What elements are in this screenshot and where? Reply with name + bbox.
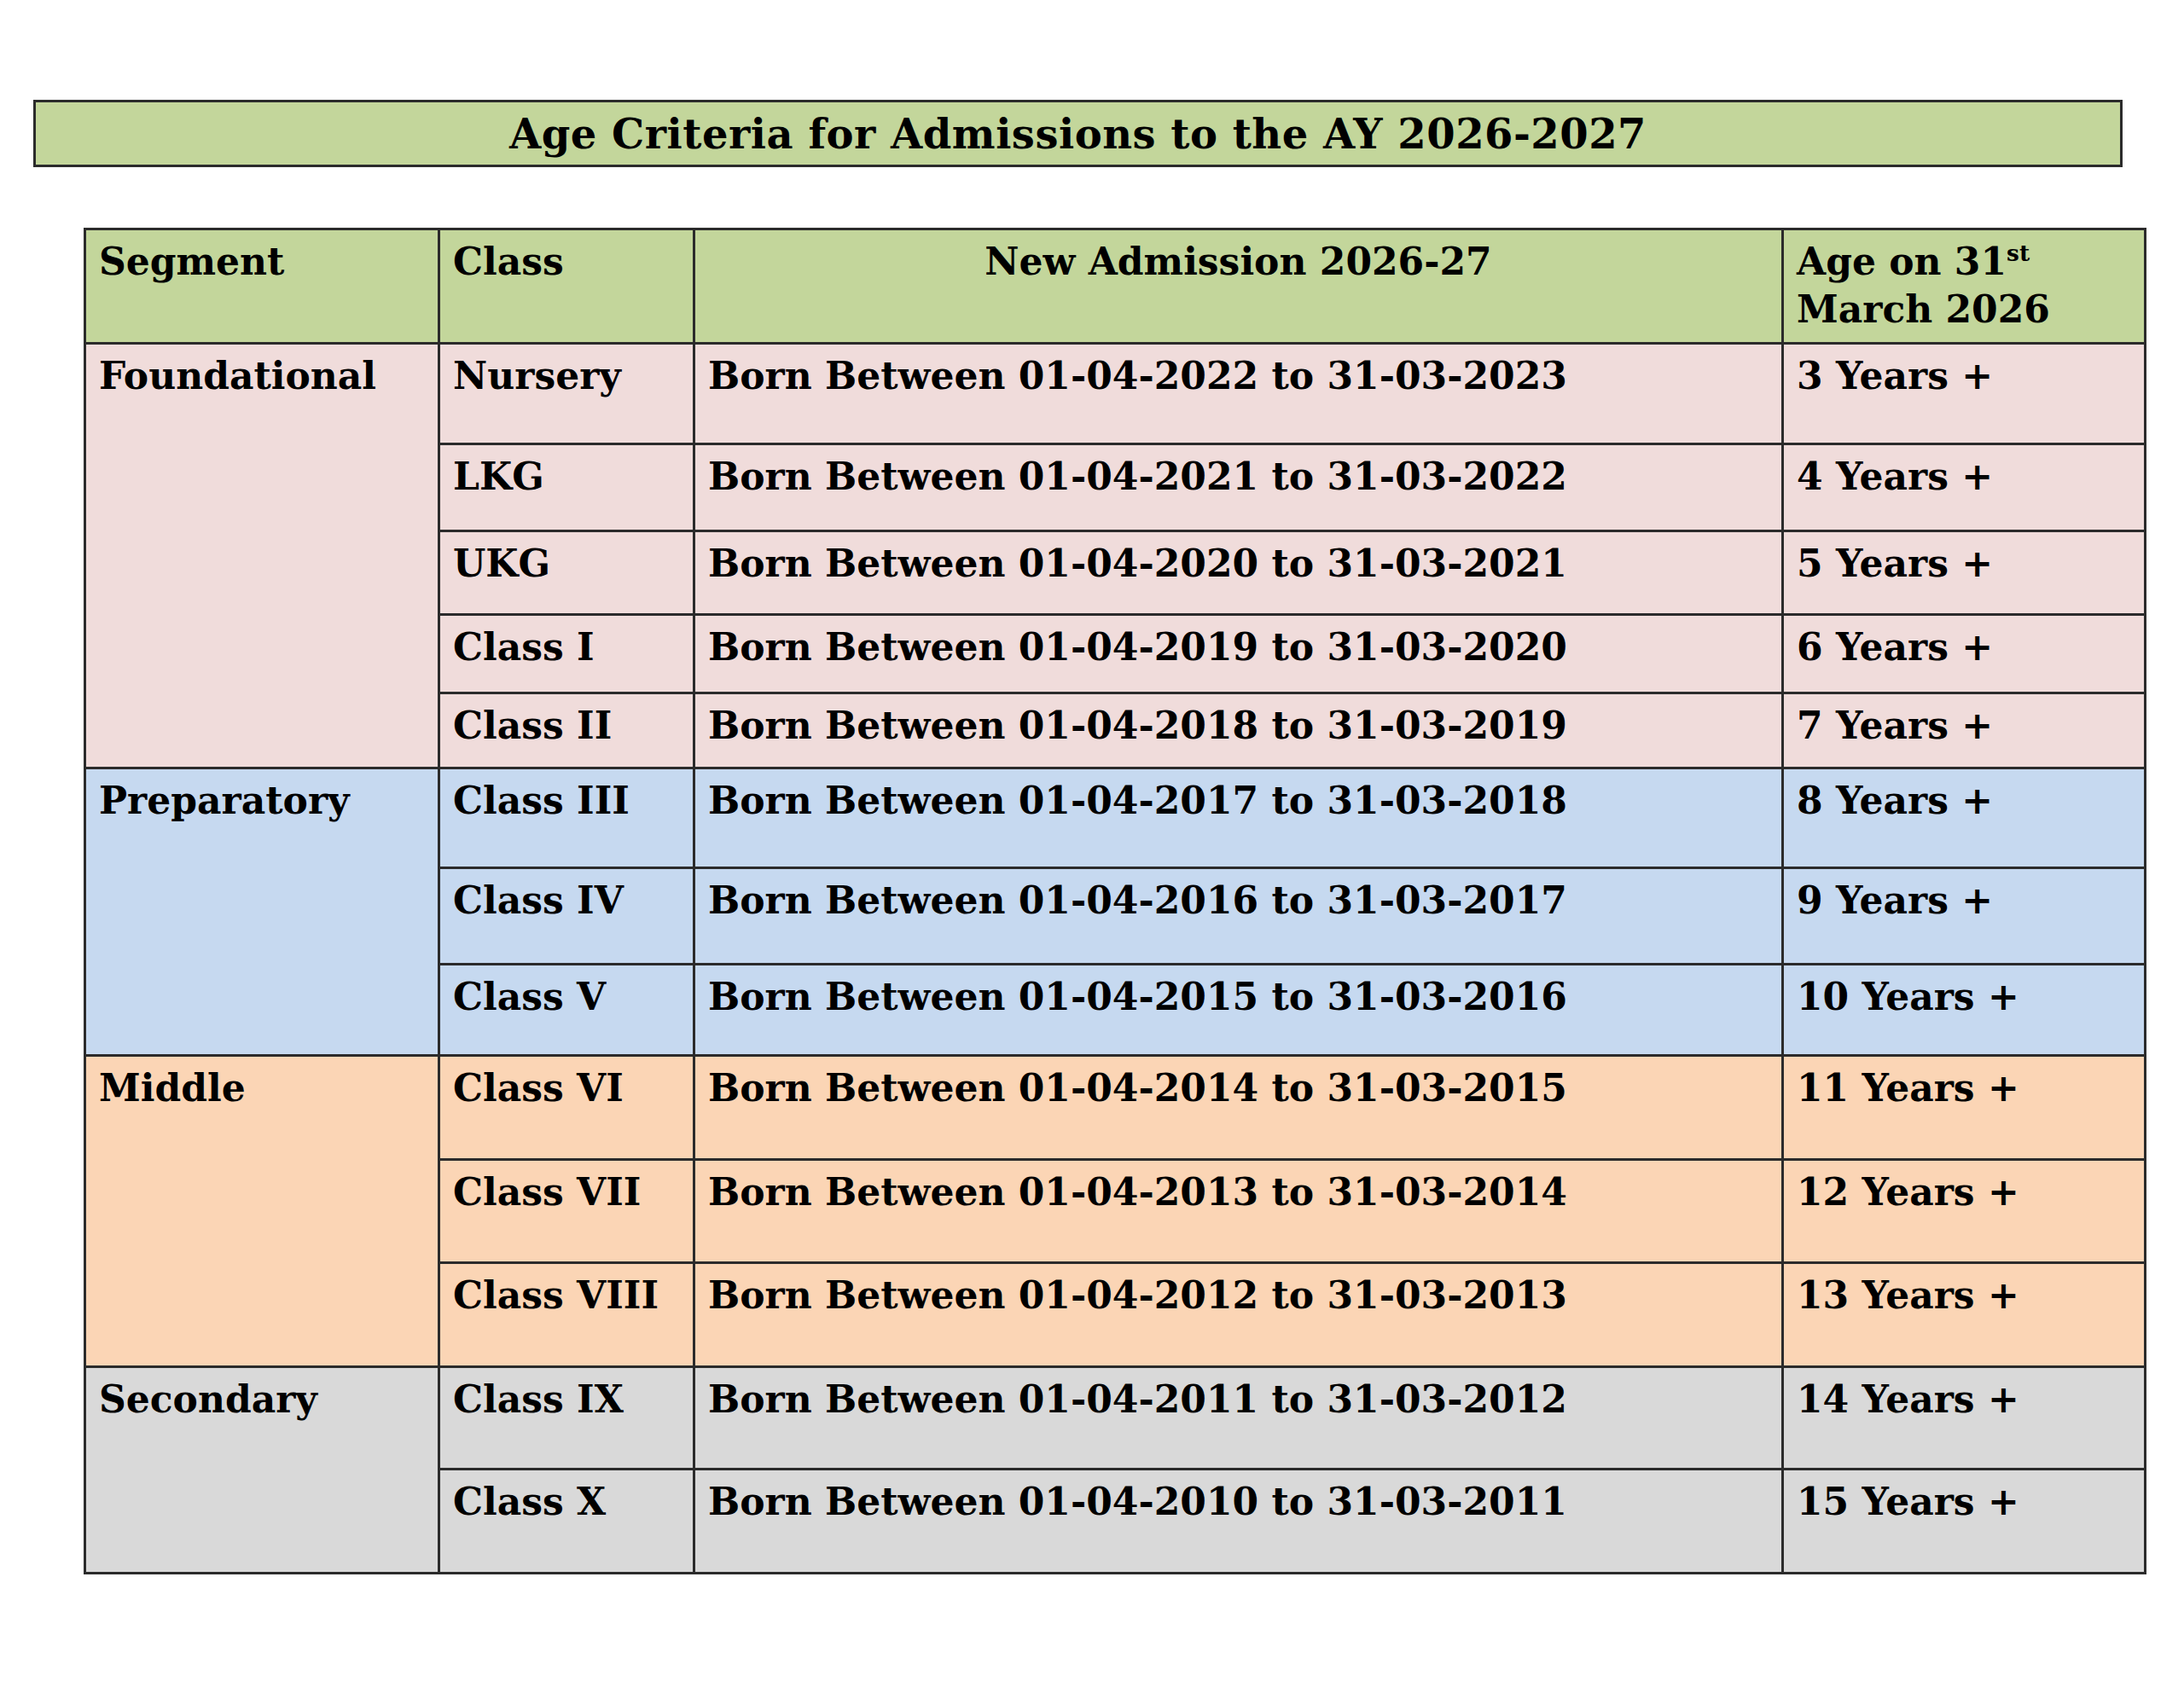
admission-cell: Born Between 01-04-2015 to 31-03-2016	[694, 964, 1783, 1055]
admission-cell: Born Between 01-04-2010 to 31-03-2011	[694, 1469, 1783, 1573]
table-row: MiddleClass VIBorn Between 01-04-2014 to…	[85, 1055, 2146, 1159]
class-cell: Class V	[439, 964, 694, 1055]
age-header-line2: March 2026	[1797, 287, 2050, 331]
table-header-row: Segment Class New Admission 2026-27 Age …	[85, 229, 2146, 344]
admission-cell: Born Between 01-04-2018 to 31-03-2019	[694, 693, 1783, 768]
col-header-age: Age on 31st March 2026	[1783, 229, 2146, 344]
table-row: FoundationalNurseryBorn Between 01-04-20…	[85, 343, 2146, 443]
col-header-segment: Segment	[85, 229, 439, 344]
admission-cell: Born Between 01-04-2021 to 31-03-2022	[694, 443, 1783, 530]
class-cell: Class VI	[439, 1055, 694, 1159]
age-cell: 7 Years +	[1783, 693, 2146, 768]
age-cell: 11 Years +	[1783, 1055, 2146, 1159]
segment-cell-foundational: Foundational	[85, 343, 439, 768]
age-cell: 4 Years +	[1783, 443, 2146, 530]
age-header-superscript: st	[2007, 240, 2030, 266]
class-cell: Class VII	[439, 1159, 694, 1262]
class-cell: Class IX	[439, 1366, 694, 1469]
admission-cell: Born Between 01-04-2019 to 31-03-2020	[694, 614, 1783, 693]
age-cell: 14 Years +	[1783, 1366, 2146, 1469]
title-banner: Age Criteria for Admissions to the AY 20…	[33, 100, 2123, 167]
class-cell: LKG	[439, 443, 694, 530]
admission-cell: Born Between 01-04-2013 to 31-03-2014	[694, 1159, 1783, 1262]
class-cell: Class I	[439, 614, 694, 693]
class-cell: Class IV	[439, 867, 694, 964]
admission-cell: Born Between 01-04-2017 to 31-03-2018	[694, 768, 1783, 867]
admission-cell: Born Between 01-04-2012 to 31-03-2013	[694, 1262, 1783, 1366]
age-cell: 15 Years +	[1783, 1469, 2146, 1573]
col-header-admission: New Admission 2026-27	[694, 229, 1783, 344]
age-cell: 8 Years +	[1783, 768, 2146, 867]
segment-cell-preparatory: Preparatory	[85, 768, 439, 1055]
admission-cell: Born Between 01-04-2011 to 31-03-2012	[694, 1366, 1783, 1469]
admission-cell: Born Between 01-04-2014 to 31-03-2015	[694, 1055, 1783, 1159]
class-cell: UKG	[439, 530, 694, 614]
admission-cell: Born Between 01-04-2016 to 31-03-2017	[694, 867, 1783, 964]
age-cell: 10 Years +	[1783, 964, 2146, 1055]
age-cell: 13 Years +	[1783, 1262, 2146, 1366]
admission-cell: Born Between 01-04-2022 to 31-03-2023	[694, 343, 1783, 443]
class-cell: Nursery	[439, 343, 694, 443]
class-cell: Class X	[439, 1469, 694, 1573]
class-cell: Class II	[439, 693, 694, 768]
age-cell: 6 Years +	[1783, 614, 2146, 693]
age-cell: 5 Years +	[1783, 530, 2146, 614]
page-title: Age Criteria for Admissions to the AY 20…	[509, 110, 1647, 158]
age-cell: 9 Years +	[1783, 867, 2146, 964]
table-row: SecondaryClass IXBorn Between 01-04-2011…	[85, 1366, 2146, 1469]
age-cell: 3 Years +	[1783, 343, 2146, 443]
age-table-body: FoundationalNurseryBorn Between 01-04-20…	[85, 343, 2146, 1573]
col-header-class: Class	[439, 229, 694, 344]
age-cell: 12 Years +	[1783, 1159, 2146, 1262]
age-header-line1: Age on 31	[1797, 240, 2007, 283]
segment-cell-middle: Middle	[85, 1055, 439, 1366]
class-cell: Class III	[439, 768, 694, 867]
class-cell: Class VIII	[439, 1262, 694, 1366]
age-criteria-table: Segment Class New Admission 2026-27 Age …	[84, 228, 2146, 1574]
segment-cell-secondary: Secondary	[85, 1366, 439, 1573]
table-row: PreparatoryClass IIIBorn Between 01-04-2…	[85, 768, 2146, 867]
admission-cell: Born Between 01-04-2020 to 31-03-2021	[694, 530, 1783, 614]
